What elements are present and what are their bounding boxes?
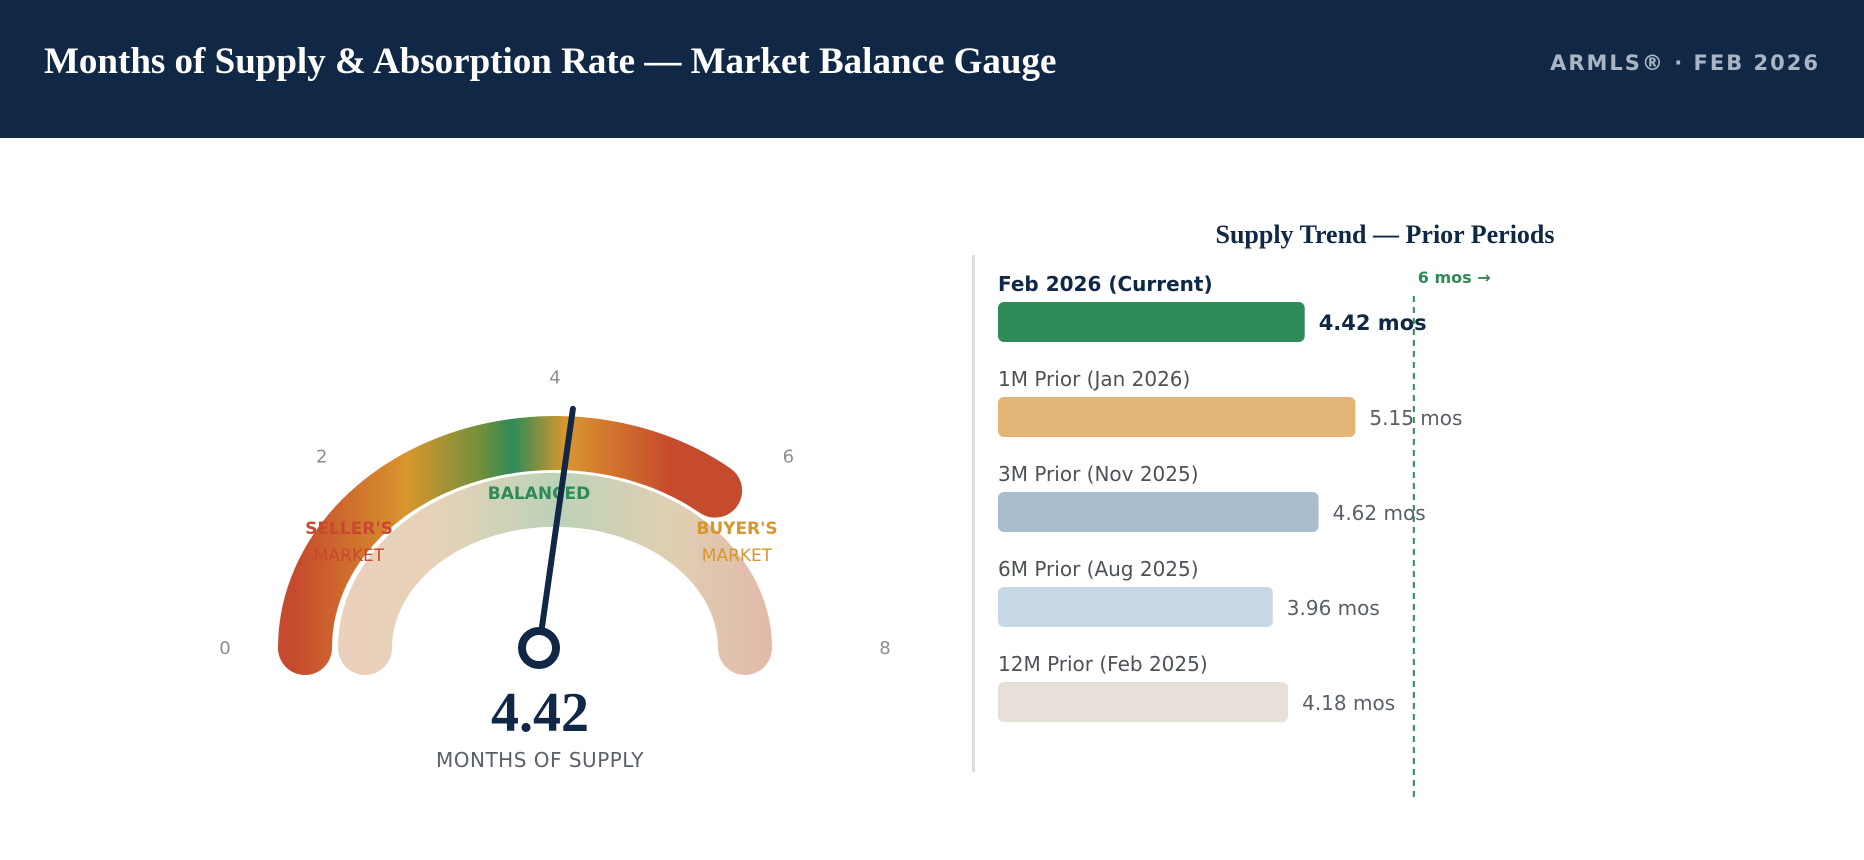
bar-value-label: 5.15 mos — [1369, 406, 1462, 430]
trend-bar — [998, 302, 1305, 342]
trend-bar — [998, 397, 1356, 437]
gauge-value: 4.42 — [491, 682, 589, 744]
balanced-label: BALANCED — [488, 484, 591, 504]
buyers-market-label: BUYER'S — [696, 519, 777, 539]
bar-value-label: 4.18 mos — [1302, 691, 1395, 715]
bar-category-label: 1M Prior (Jan 2026) — [998, 367, 1190, 391]
bar-value-label: 4.62 mos — [1333, 501, 1426, 525]
gauge-caption: MONTHS OF SUPPLY — [435, 748, 645, 772]
gauge-tick-label: 2 — [316, 447, 327, 468]
bar-value-label: 3.96 mos — [1287, 596, 1380, 620]
gauge-tick-label: 8 — [879, 638, 890, 659]
page-title: Months of Supply & Absorption Rate — Mar… — [44, 41, 1057, 82]
gauge-value-arc — [278, 415, 743, 675]
panel-divider — [972, 255, 975, 772]
trend-bar — [998, 682, 1289, 722]
market-balance-gauge: 0 2 4 6 8 SELLER'S MARKET BALANCED BUYER'S MARKE… — [219, 367, 891, 675]
page-header: Months of Supply & Absorption Rate — Mar… — [0, 0, 1864, 138]
sellers-market-label: SELLER'S — [305, 519, 393, 539]
gauge-tick-label: 4 — [549, 367, 560, 388]
gauge-needle-hub — [518, 627, 560, 669]
bar-category-label: Feb 2026 (Current) — [998, 272, 1213, 296]
gauge-needle — [536, 405, 576, 651]
bar-category-label: 3M Prior (Nov 2025) — [998, 462, 1199, 486]
gauge-tick-label: 0 — [219, 638, 230, 659]
buyers-market-label: MARKET — [702, 546, 773, 566]
reference-line-label: 6 mos → — [1418, 268, 1491, 287]
sellers-market-label: MARKET — [314, 546, 385, 566]
bar-value-label: 4.42 mos — [1319, 311, 1427, 335]
trend-bar — [998, 587, 1273, 627]
supply-trend-chart: Supply Trend — Prior Periods Feb 2026 (C… — [998, 220, 1555, 800]
bar-category-label: 6M Prior (Aug 2025) — [998, 557, 1199, 581]
chart-title: Supply Trend — Prior Periods — [1215, 220, 1554, 249]
source-date-tag: ARMLS® · FEB 2026 — [1550, 51, 1820, 75]
bar-category-label: 12M Prior (Feb 2025) — [998, 652, 1208, 676]
gauge-tick-label: 6 — [783, 447, 794, 468]
trend-bar — [998, 492, 1319, 532]
gauge-track — [338, 472, 772, 675]
